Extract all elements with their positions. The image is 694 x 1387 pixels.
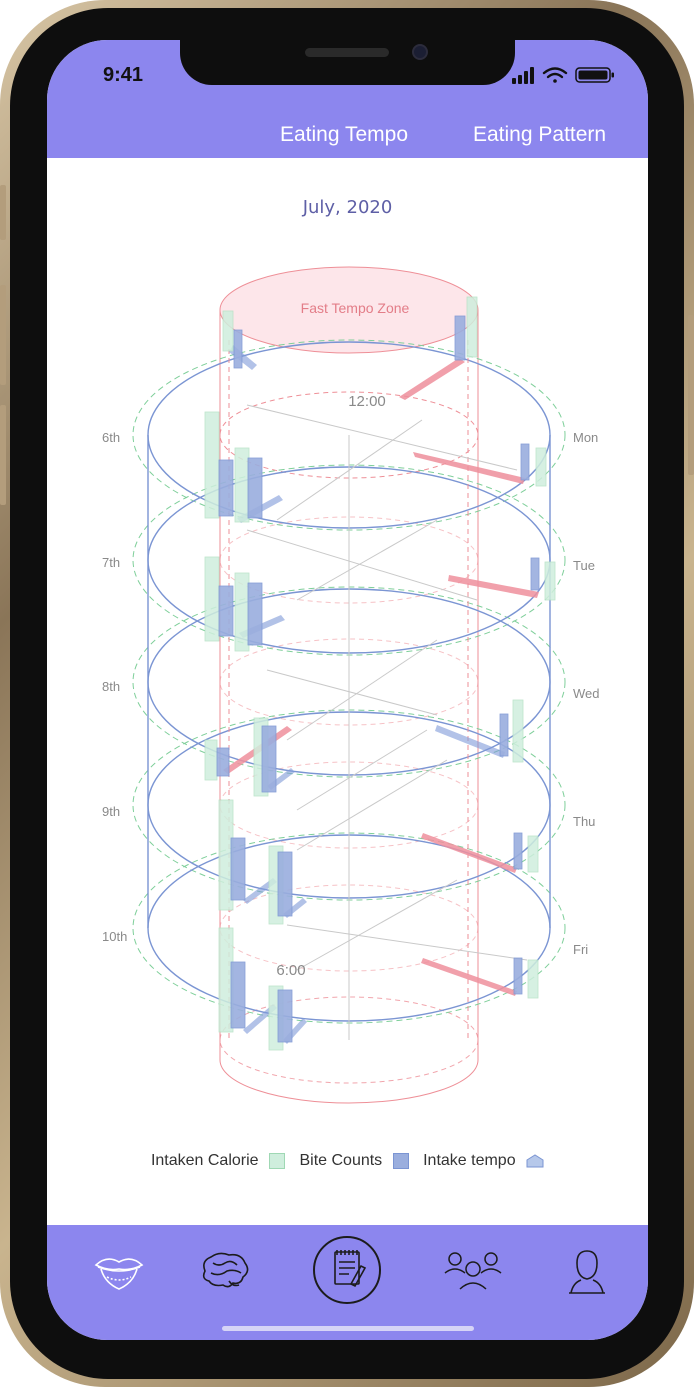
mute-switch xyxy=(0,185,6,240)
bite-bar xyxy=(499,713,509,757)
bite-bar xyxy=(247,582,263,646)
lips-icon[interactable] xyxy=(93,1253,145,1293)
volume-down-button xyxy=(0,405,6,505)
tempo-ribbon xyxy=(243,1004,277,1034)
calorie-bar xyxy=(222,310,234,352)
bite-counts-series xyxy=(216,315,540,1043)
notch xyxy=(180,40,515,85)
time-label-six: 6:00 xyxy=(276,962,305,979)
bite-bar xyxy=(230,837,246,901)
bite-bar xyxy=(216,747,230,777)
date-label: 10th xyxy=(102,929,127,944)
day-label: Fri xyxy=(573,942,588,957)
day-label: Wed xyxy=(573,686,600,701)
calorie-bar xyxy=(527,959,539,999)
intake-tempo-blue-series xyxy=(229,345,505,1044)
tempo-ribbon xyxy=(413,452,525,484)
home-indicator[interactable] xyxy=(222,1326,474,1331)
month-label: July, 2020 xyxy=(302,197,393,218)
bite-bar xyxy=(230,961,246,1029)
calorie-bar xyxy=(204,411,220,519)
day-label: Tue xyxy=(573,558,595,573)
bite-bar xyxy=(233,329,243,369)
date-label: 8th xyxy=(102,679,120,694)
bite-bar xyxy=(247,457,263,519)
calorie-bar xyxy=(204,556,220,642)
legend-swatch-bites xyxy=(392,1153,409,1169)
bite-bar xyxy=(261,725,277,793)
bite-bar xyxy=(277,989,293,1043)
tempo-ribbon xyxy=(435,725,505,758)
calorie-bar xyxy=(512,699,524,763)
day-label: Mon xyxy=(573,430,598,445)
bite-bar xyxy=(513,957,523,995)
bite-bar xyxy=(513,832,523,870)
tempo-ribbon xyxy=(421,833,517,873)
bite-bar xyxy=(454,315,466,361)
calorie-bar xyxy=(466,296,478,358)
bite-bar xyxy=(218,585,234,637)
bite-bar xyxy=(530,557,540,591)
day-label: Thu xyxy=(573,814,595,829)
tempo-chart: Fast Tempo Zone xyxy=(102,266,600,1104)
legend-swatch-calorie xyxy=(269,1153,286,1169)
calorie-bar xyxy=(535,447,547,487)
volume-up-button xyxy=(0,285,6,385)
date-label: 6th xyxy=(102,430,120,445)
power-button xyxy=(688,315,694,475)
legend-label-tempo: Intake tempo xyxy=(423,1152,516,1169)
tempo-ribbon xyxy=(243,878,277,904)
date-label: 7th xyxy=(102,555,120,570)
tempo-ribbon xyxy=(421,958,517,996)
front-camera xyxy=(412,44,428,60)
brain-icon[interactable] xyxy=(199,1251,251,1291)
app-header: 9:41 Eating Tempo Eating Pattern xyxy=(47,40,648,158)
legend-tempo-icon xyxy=(526,1154,544,1168)
calorie-bar xyxy=(204,739,218,781)
notepad-tab-active[interactable] xyxy=(313,1236,381,1304)
bite-bar xyxy=(218,459,234,517)
inner-red-rings xyxy=(219,391,479,1084)
people-group-icon[interactable] xyxy=(443,1249,503,1295)
bottom-nav xyxy=(47,1225,648,1340)
bite-bar xyxy=(520,443,530,481)
calorie-bar xyxy=(544,561,556,601)
person-icon[interactable] xyxy=(567,1249,607,1295)
signal-icon xyxy=(512,67,534,84)
bite-bar xyxy=(277,851,293,917)
speaker xyxy=(305,48,389,57)
fast-tempo-zone-label: Fast Tempo Zone xyxy=(301,300,410,316)
legend-label-calorie: Intaken Calorie xyxy=(150,1152,259,1169)
tempo-ribbon xyxy=(399,358,465,400)
calorie-bar xyxy=(527,835,539,873)
battery-icon xyxy=(575,67,614,83)
status-time: 9:41 xyxy=(103,64,144,86)
tab-eating-pattern[interactable]: Eating Pattern xyxy=(473,123,607,146)
status-icons xyxy=(512,67,614,84)
notepad-icon xyxy=(334,1250,367,1288)
calorie-bar xyxy=(234,572,250,652)
chart-legend: Intaken Calorie Bite Counts Intake tempo xyxy=(47,1152,648,1170)
wifi-icon xyxy=(542,67,568,83)
calorie-bar xyxy=(234,447,250,523)
tab-eating-tempo[interactable]: Eating Tempo xyxy=(280,123,409,146)
date-label: 9th xyxy=(102,804,120,819)
time-axes xyxy=(246,404,528,1040)
phone-screen: 9:41 Eating Tempo Eating Pattern July, 2… xyxy=(47,40,648,1340)
time-label-noon: 12:00 xyxy=(348,393,386,410)
legend-label-bites: Bite Counts xyxy=(299,1152,383,1169)
tempo-ribbon xyxy=(448,575,539,598)
